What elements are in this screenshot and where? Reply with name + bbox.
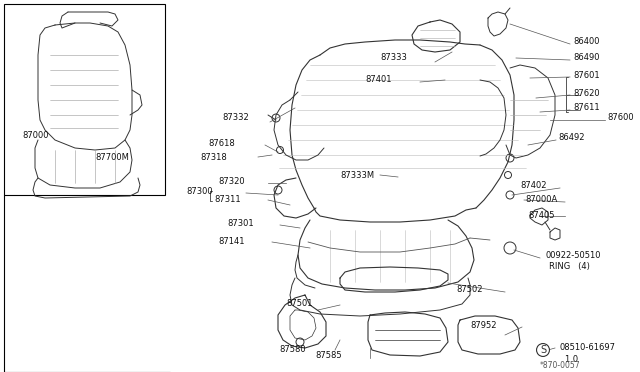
Text: 87318: 87318 [200,153,227,161]
Text: RING   (4): RING (4) [549,263,590,272]
Text: 87141: 87141 [218,237,244,247]
Text: 86400: 86400 [573,38,600,46]
Text: 00922-50510: 00922-50510 [545,250,600,260]
Text: 87000: 87000 [22,131,49,140]
Text: 87952: 87952 [470,321,497,330]
Text: 87401: 87401 [365,76,392,84]
Text: S: S [540,345,546,355]
Text: 87585: 87585 [315,352,342,360]
Text: 87000A: 87000A [525,196,557,205]
Text: 1 0: 1 0 [565,355,578,363]
Text: 87601: 87601 [573,71,600,80]
Text: 87333M: 87333M [340,171,374,180]
Text: 87301: 87301 [227,219,253,228]
Text: 87320: 87320 [218,177,244,186]
Text: 87700M: 87700M [95,154,129,163]
Text: 87333: 87333 [380,54,407,62]
Text: 87405: 87405 [528,211,554,219]
Text: 86490: 86490 [573,52,600,61]
Text: 87502: 87502 [456,285,483,295]
Text: 87620: 87620 [573,89,600,97]
Text: 08510-61697: 08510-61697 [559,343,615,352]
Text: 87618: 87618 [208,138,235,148]
Text: 87300: 87300 [186,187,212,196]
Text: 87600: 87600 [607,113,634,122]
Text: 87611: 87611 [573,103,600,112]
Text: 87402: 87402 [520,180,547,189]
Text: 87311: 87311 [214,196,241,205]
Text: 87332: 87332 [222,113,249,122]
Text: 87501: 87501 [286,298,312,308]
Text: *870‐0057: *870‐0057 [540,362,580,371]
Text: 86492: 86492 [558,134,584,142]
Text: 87580: 87580 [279,344,306,353]
Bar [4,4,165,195]
